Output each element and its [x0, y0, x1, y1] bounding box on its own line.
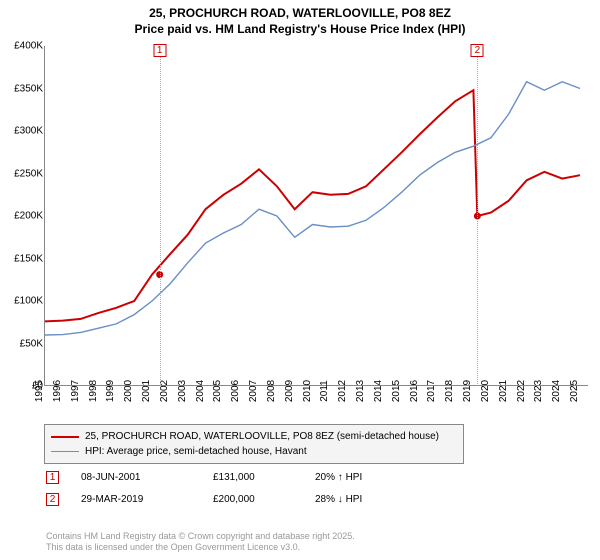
transaction-delta: 28% ↓ HPI	[315, 494, 405, 505]
transaction-price: £200,000	[213, 494, 293, 505]
x-tick-label: 1998	[88, 380, 99, 402]
legend-item-hpi: HPI: Average price, semi-detached house,…	[51, 444, 457, 459]
transaction-date: 29-MAR-2019	[81, 494, 191, 505]
transaction-price: £131,000	[213, 472, 293, 483]
transaction-date: 08-JUN-2001	[81, 472, 191, 483]
y-tick-label: £50K	[1, 338, 43, 349]
title-block: 25, PROCHURCH ROAD, WATERLOOVILLE, PO8 8…	[0, 0, 600, 37]
x-tick-label: 2006	[230, 380, 241, 402]
y-tick-label: £300K	[1, 126, 43, 137]
x-tick-label: 2012	[337, 380, 348, 402]
chart-svg	[45, 46, 589, 386]
title-line-2: Price paid vs. HM Land Registry's House …	[0, 22, 600, 38]
x-tick-label: 1996	[52, 380, 63, 402]
x-tick-label: 2010	[302, 380, 313, 402]
y-tick-label: £200K	[1, 211, 43, 222]
y-tick-label: £100K	[1, 296, 43, 307]
series-hpi	[45, 82, 580, 335]
footer-line-1: Contains HM Land Registry data © Crown c…	[46, 531, 355, 543]
x-tick-label: 2016	[409, 380, 420, 402]
y-tick-label: £150K	[1, 253, 43, 264]
event-marker-2: 2	[471, 44, 484, 57]
legend: 25, PROCHURCH ROAD, WATERLOOVILLE, PO8 8…	[44, 424, 464, 464]
x-tick-label: 2020	[480, 380, 491, 402]
x-tick-label: 2011	[319, 380, 330, 402]
x-tick-label: 2005	[212, 380, 223, 402]
footer: Contains HM Land Registry data © Crown c…	[46, 531, 355, 554]
transaction-marker: 2	[46, 493, 59, 506]
y-tick-label: £250K	[1, 168, 43, 179]
x-tick-label: 2000	[123, 380, 134, 402]
legend-swatch-hpi	[51, 451, 79, 452]
x-tick-label: 2007	[248, 380, 259, 402]
x-tick-label: 1997	[70, 380, 81, 402]
y-tick-label: £350K	[1, 83, 43, 94]
x-tick-label: 2009	[284, 380, 295, 402]
x-tick-label: 2019	[462, 380, 473, 402]
x-tick-label: 2021	[498, 380, 509, 402]
x-tick-label: 2003	[177, 380, 188, 402]
x-tick-label: 2024	[551, 380, 562, 402]
y-tick-label: £400K	[1, 41, 43, 52]
x-tick-label: 2017	[426, 380, 437, 402]
plot-region: £0£50K£100K£150K£200K£250K£300K£350K£400…	[44, 46, 588, 386]
x-tick-label: 2014	[373, 380, 384, 402]
x-tick-label: 2023	[533, 380, 544, 402]
title-line-1: 25, PROCHURCH ROAD, WATERLOOVILLE, PO8 8…	[0, 6, 600, 22]
event-marker-1: 1	[153, 44, 166, 57]
x-tick-label: 1995	[34, 380, 45, 402]
x-tick-label: 2008	[266, 380, 277, 402]
event-line-1	[160, 46, 161, 386]
legend-item-price-paid: 25, PROCHURCH ROAD, WATERLOOVILLE, PO8 8…	[51, 429, 457, 444]
x-tick-label: 2025	[569, 380, 580, 402]
chart-area: £0£50K£100K£150K£200K£250K£300K£350K£400…	[44, 46, 588, 408]
footer-line-2: This data is licensed under the Open Gov…	[46, 542, 355, 554]
transaction-row: 2 29-MAR-2019 £200,000 28% ↓ HPI	[46, 488, 405, 510]
x-tick-label: 2013	[355, 380, 366, 402]
transaction-row: 1 08-JUN-2001 £131,000 20% ↑ HPI	[46, 466, 405, 488]
x-tick-label: 2001	[141, 380, 152, 402]
legend-swatch-price-paid	[51, 436, 79, 438]
legend-label-hpi: HPI: Average price, semi-detached house,…	[85, 444, 307, 459]
x-tick-label: 2015	[391, 380, 402, 402]
transaction-marker: 1	[46, 471, 59, 484]
transaction-delta: 20% ↑ HPI	[315, 472, 405, 483]
x-tick-label: 2004	[195, 380, 206, 402]
x-tick-label: 2022	[516, 380, 527, 402]
x-tick-label: 1999	[105, 380, 116, 402]
chart-container: 25, PROCHURCH ROAD, WATERLOOVILLE, PO8 8…	[0, 0, 600, 560]
x-tick-label: 2018	[444, 380, 455, 402]
event-line-2	[477, 46, 478, 386]
transactions-table: 1 08-JUN-2001 £131,000 20% ↑ HPI 2 29-MAR-201…	[46, 466, 405, 510]
legend-label-price-paid: 25, PROCHURCH ROAD, WATERLOOVILLE, PO8 8…	[85, 429, 439, 444]
